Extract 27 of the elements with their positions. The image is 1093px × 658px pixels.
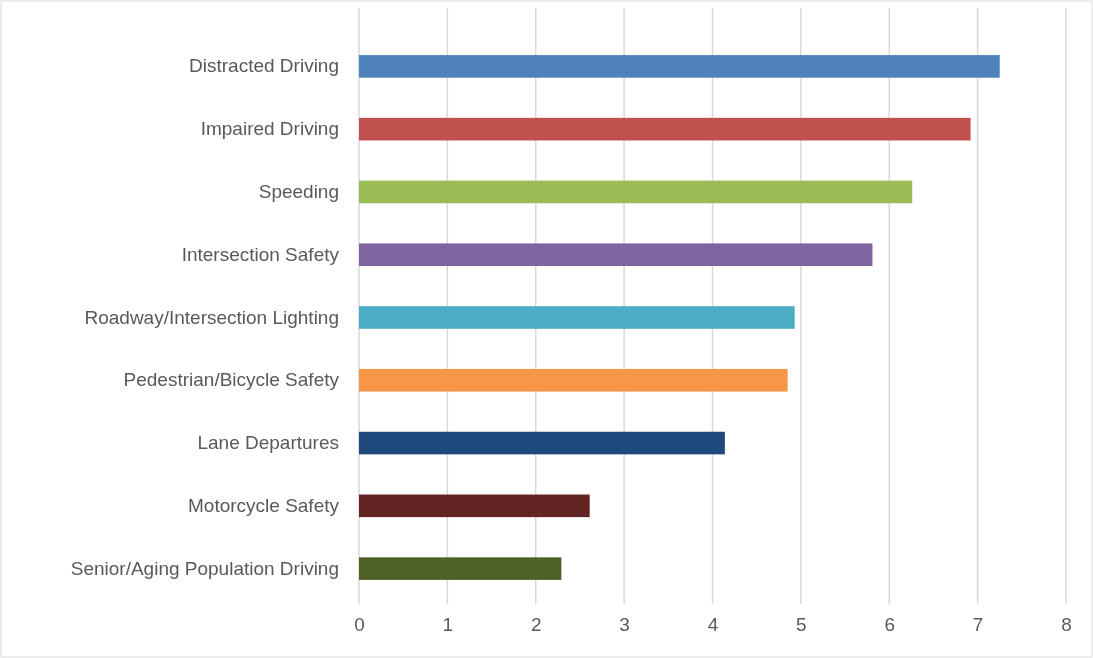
x-tick-label: 5 — [796, 614, 807, 636]
x-tick-label: 0 — [354, 614, 365, 636]
bar — [359, 494, 590, 518]
y-tick-label: Senior/Aging Population Driving — [70, 557, 339, 579]
y-tick-label: Motorcycle Safety — [188, 494, 340, 516]
y-tick-label: Speeding — [258, 181, 339, 203]
bar — [359, 306, 795, 329]
x-tick-label: 1 — [442, 614, 454, 636]
x-tick-label: 7 — [972, 614, 984, 636]
bar — [359, 431, 725, 455]
y-tick-label: Distracted Driving — [189, 55, 339, 77]
y-tick-label: Roadway/Intersection Lighting — [84, 306, 339, 328]
bar — [359, 557, 562, 580]
bar — [359, 368, 788, 392]
y-tick-label: Pedestrian/Bicycle Safety — [123, 369, 340, 391]
y-tick-label: Impaired Driving — [200, 118, 339, 140]
bar — [359, 117, 971, 141]
bar — [359, 180, 913, 204]
bar — [359, 55, 1000, 78]
bar — [359, 243, 873, 267]
x-tick-label: 8 — [1061, 614, 1072, 636]
y-tick-label: Lane Departures — [197, 432, 339, 454]
x-tick-label: 2 — [530, 614, 542, 636]
x-tick-label: 4 — [707, 614, 719, 636]
x-tick-label: 3 — [619, 614, 630, 636]
x-tick-label: 6 — [884, 614, 896, 636]
y-tick-label: Intersection Safety — [181, 243, 340, 265]
